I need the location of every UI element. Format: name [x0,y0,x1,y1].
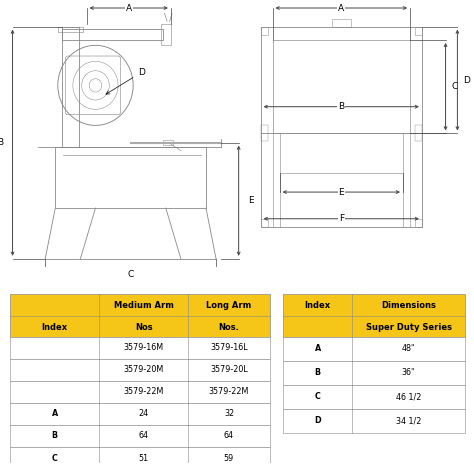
Bar [261,27,422,227]
Text: 48": 48" [402,344,415,353]
Text: 3579-22M: 3579-22M [124,388,164,396]
Bar [283,385,465,409]
Text: 3579-20M: 3579-20M [124,366,164,374]
Bar [332,19,351,27]
Text: C: C [315,392,320,401]
Text: 3579-22M: 3579-22M [209,388,249,396]
Text: 3579-16M: 3579-16M [124,343,164,352]
Text: Medium Arm: Medium Arm [114,300,174,309]
Text: Dimensions: Dimensions [381,300,436,309]
Text: 24: 24 [139,410,149,418]
Text: C: C [52,453,58,462]
Bar [58,27,83,32]
Bar [55,146,206,208]
Bar [283,336,465,361]
Text: 34 1/2: 34 1/2 [396,416,421,425]
Bar [261,125,268,141]
Bar [10,425,270,447]
Text: A: A [314,344,321,353]
Bar [10,294,270,336]
Bar [261,219,268,227]
Text: B: B [52,431,58,440]
Bar [283,294,465,336]
Text: C: C [452,82,458,91]
Bar [163,140,173,146]
Text: Nos: Nos [135,322,153,332]
Text: 46 1/2: 46 1/2 [396,392,421,401]
Text: C: C [128,270,134,279]
Bar [62,29,163,40]
Text: 3579-20L: 3579-20L [210,366,248,374]
Bar [161,24,171,45]
Bar [261,27,268,35]
Text: 51: 51 [139,453,149,462]
Text: F: F [339,214,344,223]
Bar [273,40,410,133]
Text: B: B [338,102,344,111]
Bar [415,219,422,227]
Bar [10,336,270,359]
Bar [10,359,270,381]
Bar [415,125,422,141]
Text: D: D [106,68,145,94]
Text: D: D [314,416,321,425]
Bar [62,27,79,146]
Text: B: B [315,368,320,377]
Text: 64: 64 [224,431,234,440]
Bar [283,361,465,385]
Text: 32: 32 [224,410,234,418]
Text: 3579-16L: 3579-16L [210,343,248,352]
Text: E: E [338,188,344,197]
Text: Super Duty Series: Super Duty Series [365,322,452,332]
Bar [283,409,465,432]
Text: 36": 36" [402,368,415,377]
Bar [10,381,270,403]
Text: Long Arm: Long Arm [206,300,252,309]
Text: Index: Index [304,300,331,309]
Text: A: A [52,410,58,418]
Text: B: B [0,138,3,147]
Text: Index: Index [42,322,68,332]
Text: E: E [248,196,254,205]
Text: Nos.: Nos. [219,322,239,332]
Bar [415,27,422,35]
Text: 59: 59 [224,453,234,462]
Text: A: A [338,3,344,13]
Text: A: A [126,3,132,13]
Bar [10,447,270,468]
Text: 64: 64 [139,431,149,440]
Text: D: D [464,75,470,85]
Bar [10,403,270,425]
